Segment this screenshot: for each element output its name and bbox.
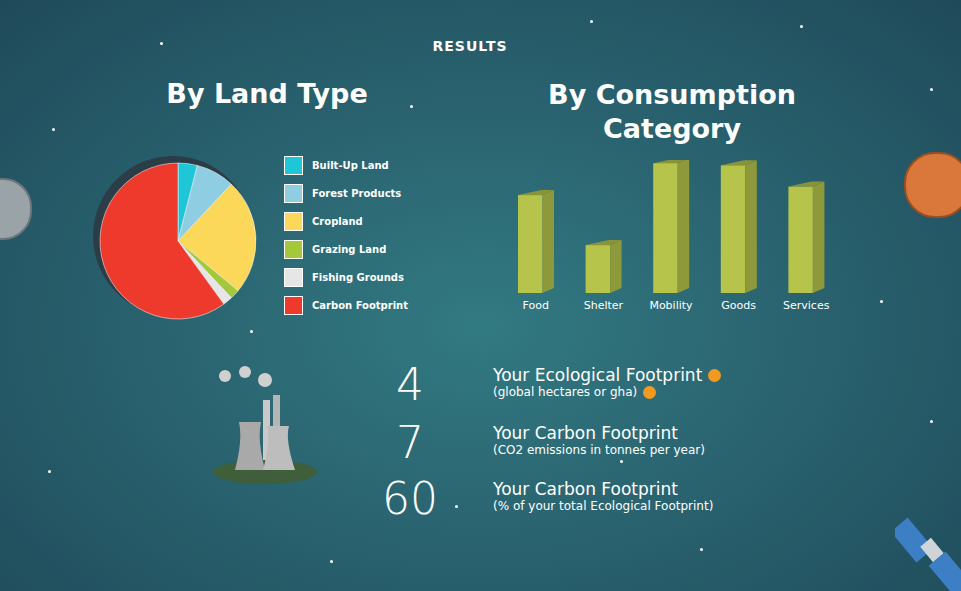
- html-text:(% of your total Ecological Fo: (% of your total Ecological Footprint): [493, 499, 714, 513]
- html-text:Carbon Footprint: Carbon Footprint: [312, 299, 408, 311]
- html-text:(global hectares or gha): (global hectares or gha): [493, 385, 638, 399]
- html-text:RESULTS: RESULTS: [432, 38, 508, 54]
- html-text:Your Carbon Footprint: Your Carbon Footprint: [493, 423, 678, 443]
- html-text:Your Ecological Footprint: Your Ecological Footprint: [493, 365, 703, 385]
- html-text:By Land Type: By Land Type: [166, 78, 368, 109]
- html-text:Forest Products: Forest Products: [312, 187, 402, 199]
- html-text:Cropland: Cropland: [312, 215, 363, 227]
- html-text:4: 4: [396, 359, 424, 410]
- html-text:By Consumption Category: By Consumption Category: [548, 79, 796, 144]
- svg-text:Mobility: Mobility: [649, 299, 693, 312]
- svg-text:Food: Food: [523, 299, 549, 312]
- html-text:Your Carbon Footprint: Your Carbon Footprint: [493, 479, 678, 499]
- svg-text:Shelter: Shelter: [584, 299, 624, 312]
- html-text:Built-Up Land: Built-Up Land: [312, 159, 389, 171]
- html-text:60: 60: [382, 473, 438, 524]
- svg-text:Services: Services: [783, 299, 830, 312]
- svg-text:Goods: Goods: [721, 299, 756, 312]
- html-text:Grazing Land: Grazing Land: [312, 243, 387, 255]
- html-text:7: 7: [396, 417, 424, 468]
- html-text:Fishing Grounds: Fishing Grounds: [312, 271, 404, 283]
- html-text:(CO2 emissions in tonnes per y: (CO2 emissions in tonnes per year): [493, 443, 705, 457]
